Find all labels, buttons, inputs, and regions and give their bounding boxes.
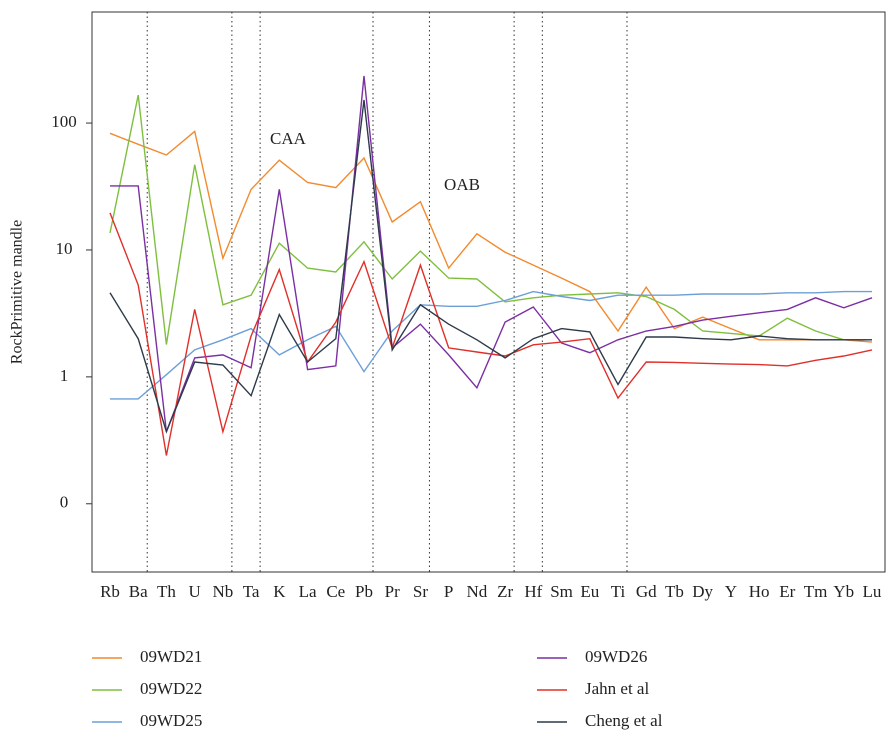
legend-label: Cheng et al bbox=[585, 711, 663, 730]
legend-label: Jahn et al bbox=[585, 679, 649, 698]
x-tick-label: K bbox=[273, 582, 286, 601]
legend-label: 09WD25 bbox=[140, 711, 202, 730]
x-tick-label: La bbox=[299, 582, 317, 601]
x-tick-label: Tm bbox=[804, 582, 828, 601]
series-line bbox=[109, 212, 873, 456]
x-tick-label: U bbox=[189, 582, 201, 601]
x-tick-label: Tb bbox=[665, 582, 684, 601]
x-tick-label: Zr bbox=[497, 582, 513, 601]
x-tick-label: Er bbox=[779, 582, 795, 601]
x-tick-label: P bbox=[444, 582, 453, 601]
x-tick-label: Eu bbox=[580, 582, 599, 601]
x-tick-label: Ti bbox=[611, 582, 626, 601]
x-tick-label: Rb bbox=[100, 582, 120, 601]
legend-label: 09WD26 bbox=[585, 647, 647, 666]
y-tick-label: 100 bbox=[51, 112, 77, 131]
x-tick-label: Ta bbox=[243, 582, 260, 601]
x-tick-label: Pb bbox=[355, 582, 373, 601]
series-line bbox=[110, 290, 872, 400]
plot-frame bbox=[91, 11, 886, 573]
y-tick-label: 10 bbox=[56, 239, 73, 258]
x-tick-label: Sr bbox=[413, 582, 428, 601]
x-tick-label: Ba bbox=[129, 582, 148, 601]
series-line bbox=[109, 130, 873, 343]
legend-label: 09WD22 bbox=[140, 679, 202, 698]
x-tick-label: Ce bbox=[326, 582, 345, 601]
annotation: CAA bbox=[270, 129, 307, 148]
series-line bbox=[110, 75, 873, 432]
x-tick-label: Gd bbox=[636, 582, 657, 601]
x-tick-label: Lu bbox=[863, 582, 882, 601]
x-tick-label: Nb bbox=[212, 582, 233, 601]
x-tick-label: Hf bbox=[524, 582, 542, 601]
series-line bbox=[109, 99, 872, 434]
x-tick-label: Sm bbox=[550, 582, 573, 601]
y-tick-label: 0 bbox=[60, 493, 69, 512]
x-tick-label: Dy bbox=[692, 582, 713, 601]
x-tick-label: Yb bbox=[833, 582, 854, 601]
legend-label: 09WD21 bbox=[140, 647, 202, 666]
series-line bbox=[109, 94, 872, 345]
annotation: OAB bbox=[444, 175, 480, 194]
x-tick-label: Th bbox=[157, 582, 176, 601]
y-axis-label: RockPrimitive mandle bbox=[9, 220, 26, 364]
y-tick-label: 1 bbox=[60, 366, 69, 385]
x-tick-label: Pr bbox=[385, 582, 400, 601]
x-tick-label: Ho bbox=[749, 582, 770, 601]
x-tick-label: Y bbox=[725, 582, 737, 601]
x-tick-label: Nd bbox=[466, 582, 487, 601]
